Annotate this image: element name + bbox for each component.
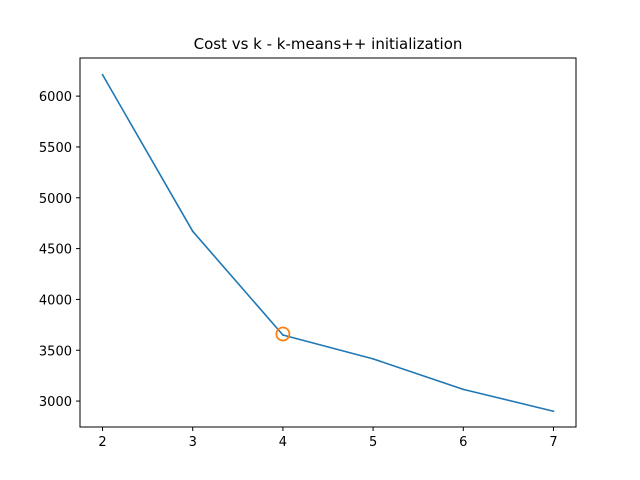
x-tick-label: 6 (459, 435, 467, 450)
y-tick-label: 3500 (39, 344, 72, 359)
elbow-marker (275, 326, 291, 342)
data-point (462, 388, 465, 391)
plot-area: 2 3 4 5 6 7 3000 3500 4000 4500 5000 5500 6000 (39, 73, 558, 450)
y-tick-label: 5000 (39, 192, 72, 207)
y-tick-label: 3000 (39, 395, 72, 410)
series-line (101, 74, 554, 413)
y-tick-label: 4000 (39, 293, 72, 308)
y-tick-label: 6000 (39, 90, 72, 105)
x-tick-label: 4 (279, 435, 287, 450)
x-tick-label: 2 (98, 435, 106, 450)
data-point (191, 230, 194, 233)
data-point (372, 357, 374, 360)
x-tick-label: 5 (369, 435, 377, 450)
x-tick-label: 7 (549, 435, 557, 450)
y-tick-label: 5500 (39, 141, 72, 156)
chart-title: Cost vs k - k-means++ initialization (194, 35, 463, 53)
data-point (552, 410, 555, 413)
plot-frame (79, 57, 577, 428)
data-point (282, 334, 284, 336)
data-point (101, 73, 104, 76)
y-tick-label: 4500 (39, 243, 72, 258)
x-tick-label: 3 (189, 435, 197, 450)
